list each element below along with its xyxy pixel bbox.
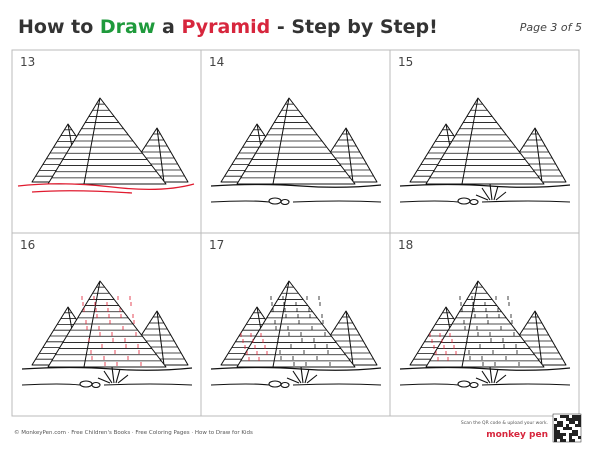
scan-note: Scan the QR code & upload your work. xyxy=(461,420,548,426)
title-part: - Step by Step! xyxy=(277,16,438,38)
title-part: Draw xyxy=(100,16,156,38)
step-drawing xyxy=(399,97,571,206)
step-drawing xyxy=(399,280,571,389)
step-panel xyxy=(389,232,580,417)
step-number: 17 xyxy=(209,238,224,252)
step-number: 13 xyxy=(20,55,35,69)
step-drawing xyxy=(21,280,193,389)
qr-code xyxy=(552,413,582,443)
step-number: 14 xyxy=(209,55,224,69)
step-number: 16 xyxy=(20,238,35,252)
step-drawing xyxy=(210,280,382,389)
footer-credits: © MonkeyPen.com · Free Children's Books … xyxy=(14,429,253,436)
step-number: 15 xyxy=(398,55,413,69)
title-part: Pyramid xyxy=(181,16,270,38)
title-part: a xyxy=(162,16,175,38)
step-drawing xyxy=(17,97,195,194)
title-part: How to xyxy=(18,16,93,38)
step-grid: 13 14 15 16 17 18 xyxy=(11,49,580,417)
step-number: 18 xyxy=(398,238,413,252)
page-number: Page 3 of 5 xyxy=(520,21,582,34)
title: How to Draw a Pyramid - Step by Step! xyxy=(18,16,438,38)
logo: monkey pen xyxy=(486,430,548,440)
step-drawing xyxy=(210,97,382,206)
